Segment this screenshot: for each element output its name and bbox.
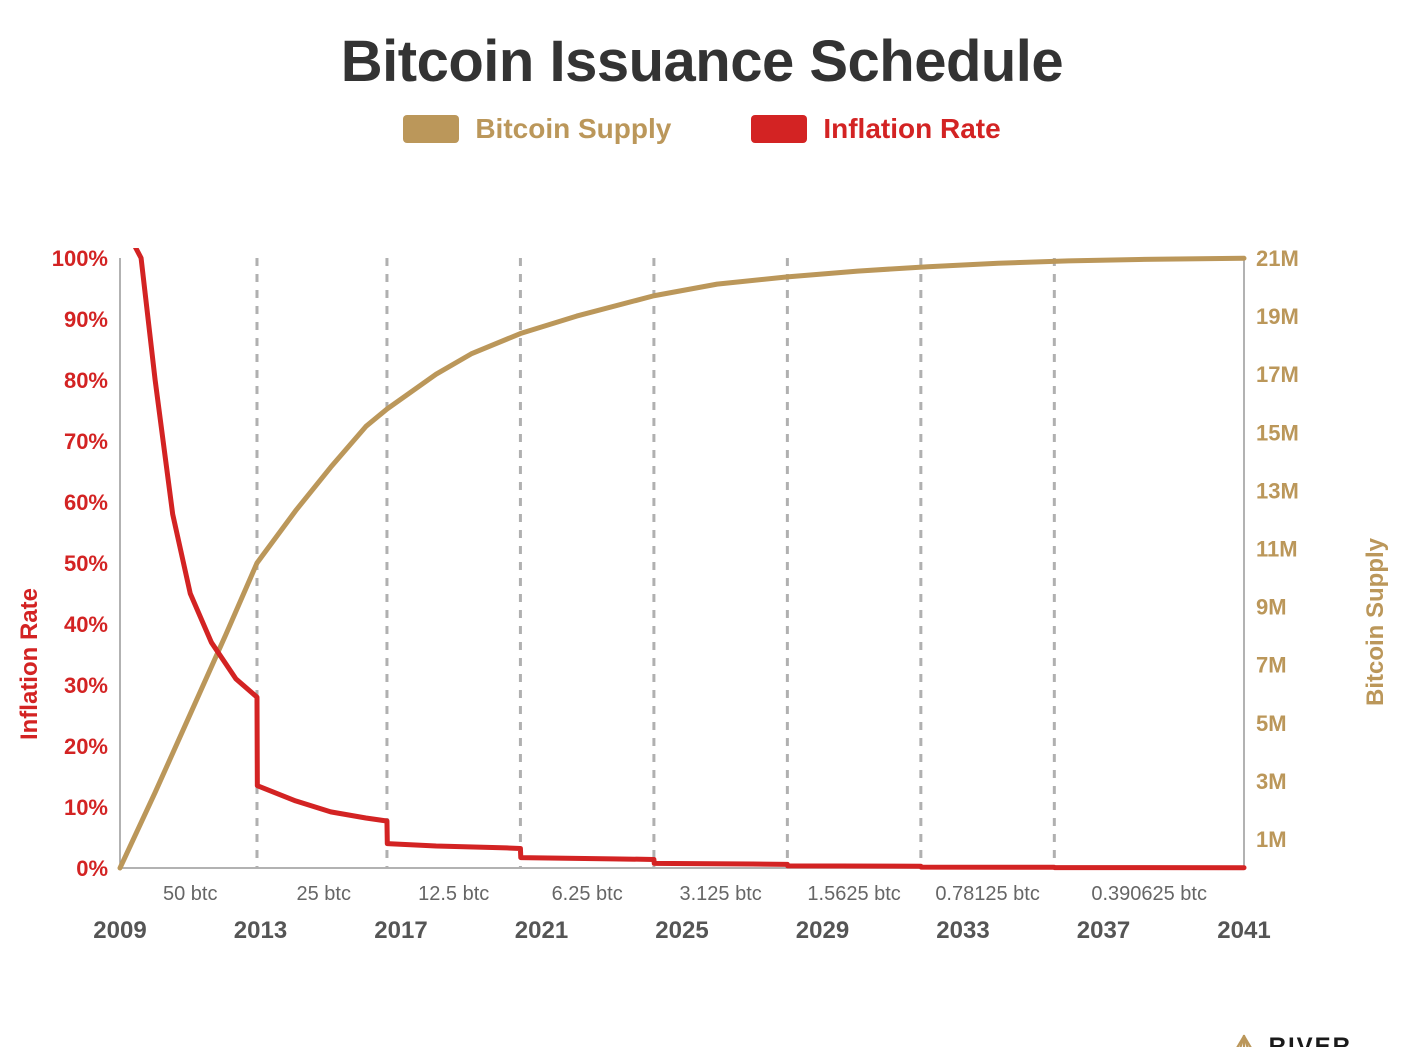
y-right-tick-label: 15M <box>1256 420 1299 445</box>
y-right-tick-label: 1M <box>1256 827 1287 852</box>
y-left-tick-label: 100% <box>52 248 108 271</box>
y-right-tick-label: 17M <box>1256 362 1299 387</box>
x-btc-reward-label: 6.25 btc <box>552 883 623 905</box>
y-right-tick-label: 19M <box>1256 304 1299 329</box>
x-btc-reward-label: 0.390625 btc <box>1091 883 1207 905</box>
y-left-tick-label: 10% <box>64 795 108 820</box>
x-btc-reward-label: 1.5625 btc <box>807 883 900 905</box>
x-btc-reward-label: 12.5 btc <box>418 883 489 905</box>
x-year-tick-label: 2021 <box>515 917 568 944</box>
legend-swatch-inflation <box>751 115 807 143</box>
x-year-tick-label: 2033 <box>936 917 989 944</box>
supply-line <box>120 258 1244 868</box>
y-left-tick-label: 90% <box>64 307 108 332</box>
legend: Bitcoin Supply Inflation Rate <box>0 113 1404 145</box>
x-year-tick-label: 2009 <box>93 917 146 944</box>
y-right-tick-label: 21M <box>1256 248 1299 271</box>
legend-item-supply: Bitcoin Supply <box>403 113 671 145</box>
y-left-axis-title: Inflation Rate <box>16 588 44 740</box>
y-right-axis-title: Bitcoin Supply <box>1362 538 1390 706</box>
y-right-tick-label: 3M <box>1256 769 1287 794</box>
chart-title: Bitcoin Issuance Schedule <box>0 28 1404 95</box>
y-right-tick-label: 9M <box>1256 595 1287 620</box>
legend-item-inflation: Inflation Rate <box>751 113 1000 145</box>
legend-label-supply: Bitcoin Supply <box>475 113 671 145</box>
x-btc-reward-label: 50 btc <box>163 883 217 905</box>
x-year-tick-label: 2017 <box>374 917 427 944</box>
attribution: RIVER <box>1229 1033 1352 1047</box>
y-left-tick-label: 30% <box>64 673 108 698</box>
y-right-tick-label: 13M <box>1256 478 1299 503</box>
y-left-tick-label: 60% <box>64 490 108 515</box>
x-year-tick-label: 2025 <box>655 917 708 944</box>
x-btc-reward-label: 0.78125 btc <box>935 883 1040 905</box>
y-left-tick-label: 20% <box>64 734 108 759</box>
x-year-tick-label: 2037 <box>1077 917 1130 944</box>
attribution-text: RIVER <box>1269 1033 1352 1047</box>
y-left-tick-label: 70% <box>64 429 108 454</box>
x-year-tick-label: 2013 <box>234 917 287 944</box>
y-left-tick-label: 40% <box>64 612 108 637</box>
legend-label-inflation: Inflation Rate <box>823 113 1000 145</box>
river-logo-icon <box>1229 1034 1259 1047</box>
chart-area: Inflation Rate Bitcoin Supply 0%10%20%30… <box>44 248 1360 968</box>
x-year-tick-label: 2041 <box>1217 917 1270 944</box>
y-left-tick-label: 0% <box>76 856 108 881</box>
y-left-tick-label: 50% <box>64 551 108 576</box>
chart-svg: 0% 10% 20% 30% 40% 50% 60% 70% 80% 90% 100% 1M 3M 5M 7… <box>44 248 1360 968</box>
inflation-line <box>131 248 1244 868</box>
y-left-tick-label: 80% <box>64 368 108 393</box>
y-right-tick-label: 5M <box>1256 711 1287 736</box>
legend-swatch-supply <box>403 115 459 143</box>
y-right-tick-label: 7M <box>1256 653 1287 678</box>
y-right-tick-label: 11M <box>1256 536 1298 561</box>
x-btc-reward-label: 3.125 btc <box>679 883 761 905</box>
x-year-tick-label: 2029 <box>796 917 849 944</box>
x-btc-reward-label: 25 btc <box>296 883 350 905</box>
